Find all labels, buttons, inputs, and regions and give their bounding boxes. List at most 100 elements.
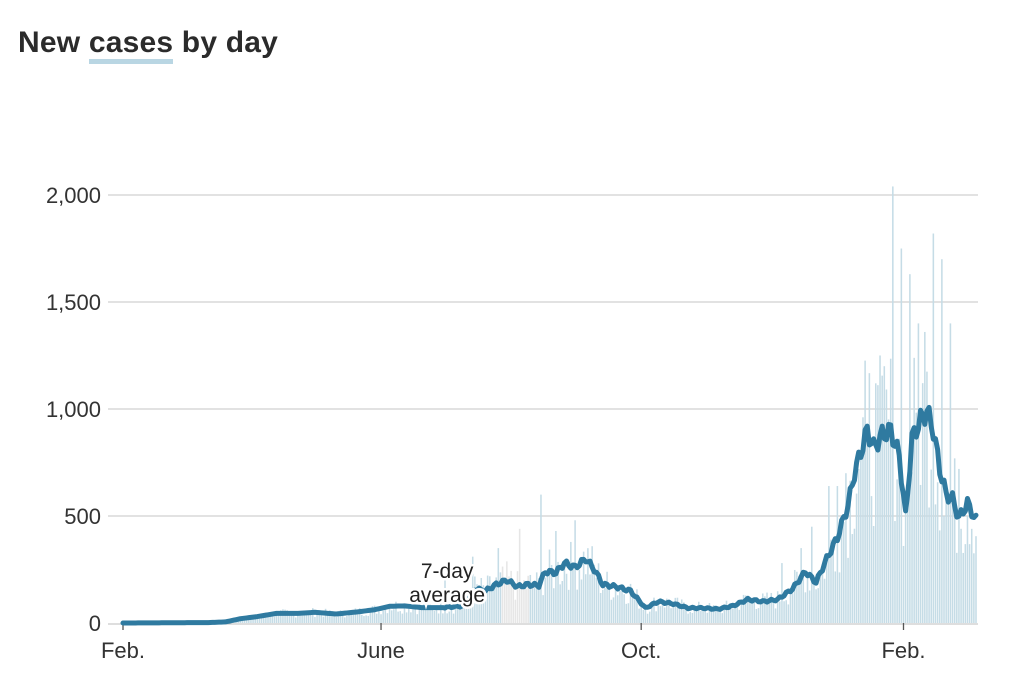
daily-bar (866, 432, 869, 623)
daily-bar (958, 468, 960, 623)
daily-bar (267, 616, 269, 623)
daily-bar (732, 608, 734, 623)
daily-bar (804, 592, 807, 623)
daily-bar (877, 385, 879, 623)
daily-bar (284, 609, 286, 623)
daily-bar (685, 608, 687, 623)
daily-bar (523, 580, 525, 623)
daily-bar (772, 601, 775, 623)
daily-bar (422, 604, 425, 623)
daily-bar (320, 613, 323, 623)
daily-bar (367, 615, 370, 623)
daily-bar (776, 591, 779, 623)
daily-bar (294, 617, 297, 623)
daily-bar (973, 553, 975, 623)
daily-bar (512, 586, 515, 623)
daily-bar (350, 610, 352, 623)
daily-bar (898, 438, 900, 623)
daily-bar (335, 617, 338, 623)
y-tick-label: 0 (89, 611, 101, 636)
daily-bar (913, 357, 915, 623)
daily-bar (902, 545, 905, 623)
daily-bar (465, 601, 468, 623)
daily-bar (527, 575, 529, 623)
daily-bar (241, 620, 244, 623)
daily-bar (738, 609, 741, 623)
daily-bar (755, 608, 758, 623)
daily-bar (454, 605, 457, 623)
daily-bar (715, 606, 717, 623)
daily-bar (348, 610, 350, 623)
daily-bar (719, 607, 721, 623)
daily-bar (508, 576, 510, 623)
daily-bar (561, 581, 564, 623)
daily-bar (258, 616, 261, 623)
daily-bar (941, 259, 943, 623)
daily-bar (563, 561, 566, 623)
daily-bar (435, 609, 438, 623)
daily-bar (386, 613, 389, 623)
daily-bar (770, 592, 773, 623)
daily-bar (582, 551, 585, 623)
daily-bar (892, 186, 894, 623)
daily-bar (830, 539, 832, 623)
y-tick-label: 2,000 (46, 183, 101, 208)
daily-bar (960, 528, 962, 623)
daily-bar (779, 601, 781, 623)
daily-bar (433, 610, 436, 623)
daily-bar (853, 528, 856, 623)
x-tick-label: Feb. (101, 638, 145, 663)
daily-bar (734, 604, 736, 623)
daily-bar (467, 600, 470, 623)
daily-bar (525, 588, 527, 623)
daily-bar (239, 620, 242, 623)
daily-bar (689, 611, 692, 623)
daily-bar (821, 564, 824, 623)
daily-bar (793, 569, 796, 623)
daily-bar (729, 608, 732, 623)
daily-bar (864, 360, 866, 623)
daily-bar (486, 575, 489, 623)
daily-bar (949, 323, 952, 623)
daily-bar (614, 587, 617, 623)
daily-bar (252, 618, 254, 623)
daily-bar (339, 610, 342, 623)
daily-bar (384, 607, 387, 623)
daily-bar (412, 607, 414, 623)
daily-bar (344, 617, 346, 623)
daily-bar (629, 583, 632, 623)
daily-bar (531, 584, 534, 623)
daily-bar (634, 594, 636, 623)
daily-bar (640, 604, 642, 623)
daily-bar (356, 614, 359, 623)
daily-bar (275, 615, 278, 623)
daily-bar (636, 589, 638, 623)
daily-bar (704, 610, 706, 623)
daily-bar (442, 613, 444, 623)
daily-bar (723, 604, 726, 623)
daily-bar (365, 615, 367, 623)
daily-bar (493, 585, 495, 623)
daily-bar (616, 595, 619, 623)
daily-bar (919, 484, 922, 623)
daily-bar (358, 608, 361, 623)
daily-bar (429, 604, 431, 623)
daily-bar (642, 609, 645, 623)
daily-bar (542, 595, 544, 623)
daily-bar (678, 607, 681, 623)
daily-bar (461, 605, 463, 623)
daily-bar (316, 613, 318, 623)
daily-bar (819, 571, 822, 623)
daily-bar (889, 358, 892, 623)
daily-bar (911, 472, 913, 623)
daily-bar (265, 615, 267, 623)
daily-bar (286, 610, 288, 623)
daily-bar (452, 613, 455, 623)
daily-bar (838, 572, 841, 623)
daily-bar (621, 588, 623, 623)
daily-bar (322, 616, 325, 623)
daily-bar (557, 561, 559, 623)
daily-bar (437, 613, 440, 623)
chart-title: New cases by day (18, 26, 278, 64)
